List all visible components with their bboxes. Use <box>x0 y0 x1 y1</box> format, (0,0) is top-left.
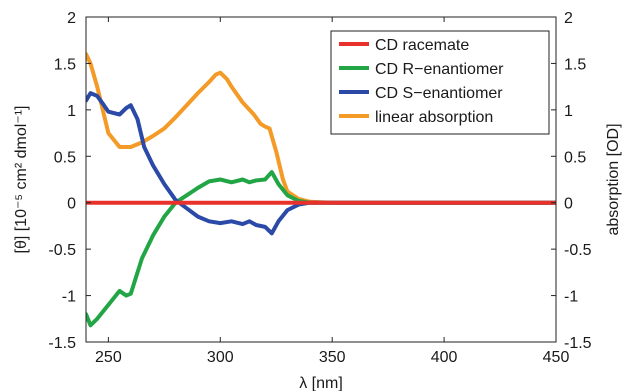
y-left-tick-label: -1 <box>62 289 76 306</box>
series-layer <box>86 52 556 328</box>
y-axis-right-label: absorption [OD] <box>605 123 622 235</box>
legend: CD racemate CD R−enantiomer CD S−enantiome… <box>330 30 550 135</box>
ticks-layer: 250 300 350 400 450-1.5-1-0.500.511.52-1.5-1… <box>48 10 591 366</box>
x-tick-label: 450 <box>543 349 570 366</box>
y-right-tick-label: 1.5 <box>564 56 586 73</box>
plot-frame <box>85 16 557 343</box>
legend-label: CD S−enantiomer <box>375 85 503 102</box>
y-right-tick-label: -1.5 <box>564 335 592 352</box>
legend-label: CD R−enantiomer <box>375 61 504 78</box>
y-right-tick-label: -1 <box>564 289 578 306</box>
y-left-tick-label: -1.5 <box>48 335 76 352</box>
y-right-tick-label: -0.5 <box>564 242 592 259</box>
y-right-tick-label: 0 <box>564 196 573 213</box>
legend-label: linear absorption <box>375 109 493 126</box>
y-left-tick-label: 1.5 <box>54 56 76 73</box>
y-left-tick-label: 1 <box>67 103 76 120</box>
x-tick-label: 250 <box>95 349 122 366</box>
legend-label: CD racemate <box>375 37 469 54</box>
y-right-tick-label: 0.5 <box>564 149 586 166</box>
x-tick-label: 300 <box>207 349 234 366</box>
x-tick-label: 350 <box>319 349 346 366</box>
y-left-tick-label: 0.5 <box>54 149 76 166</box>
y-right-tick-label: 2 <box>564 10 573 27</box>
y-left-tick-label: 0 <box>67 196 76 213</box>
y-axis-left-label: [θ] [10⁻⁵ cm² dmol⁻¹] <box>13 106 30 254</box>
y-right-tick-label: 1 <box>564 103 573 120</box>
y-left-tick-label: -0.5 <box>48 242 76 259</box>
x-axis-label: λ [nm] <box>299 375 343 391</box>
x-tick-label: 400 <box>431 349 458 366</box>
y-left-tick-label: 2 <box>67 10 76 27</box>
series-line-1 <box>86 170 556 328</box>
